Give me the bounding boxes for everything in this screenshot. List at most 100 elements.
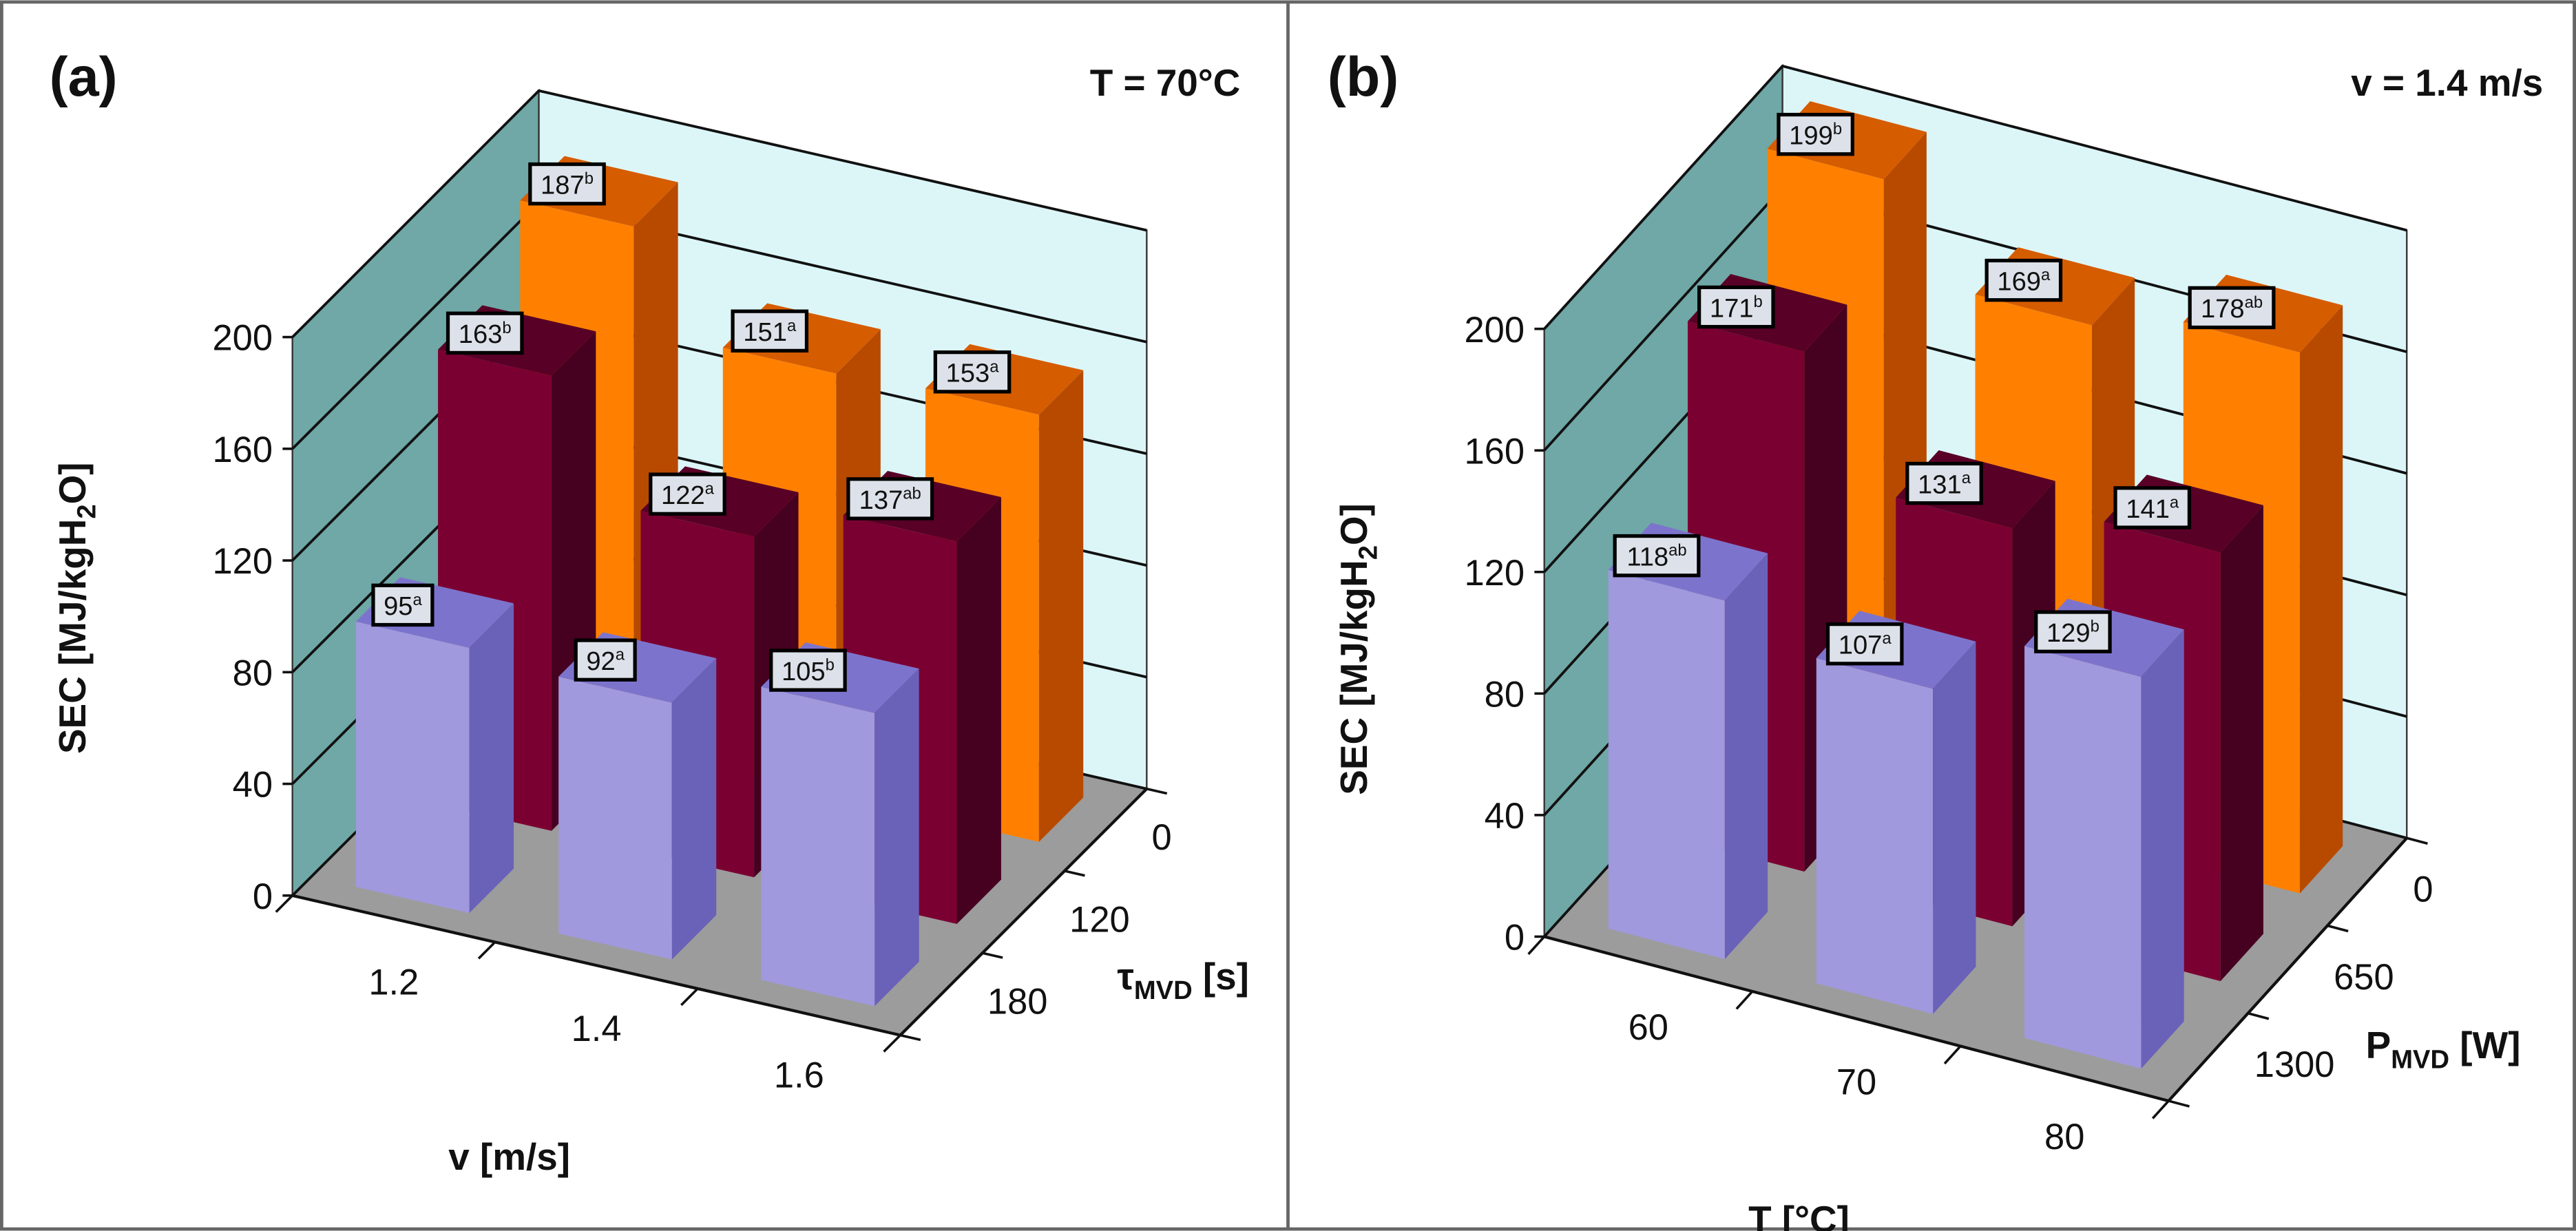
value-label-text: 151a bbox=[743, 317, 797, 347]
y-tick-label: 80 bbox=[1485, 674, 1525, 715]
bar-front-face bbox=[355, 621, 470, 914]
z-axis-title-sub: MVD bbox=[2391, 1044, 2449, 1074]
value-number: 187 bbox=[541, 170, 585, 200]
z-tick-mark bbox=[1146, 787, 1168, 795]
significance-letter: b bbox=[2091, 618, 2099, 636]
bar-side-face bbox=[2220, 505, 2263, 982]
value-label-box bbox=[769, 649, 847, 692]
y-axis-title-main: SEC [MJ/kgH bbox=[1332, 560, 1375, 795]
value-label-text: 92a bbox=[586, 646, 625, 676]
value-label-text: 118ab bbox=[1626, 541, 1686, 571]
significance-letter: a bbox=[2170, 493, 2179, 512]
panel-label: (b) bbox=[1328, 46, 1399, 108]
bar bbox=[761, 642, 919, 1007]
value-label: 151a bbox=[731, 309, 809, 353]
bar bbox=[1608, 523, 1768, 960]
value-label: 187b bbox=[528, 162, 606, 206]
y-axis-title: SEC [MJ/kgH2O] bbox=[1332, 503, 1383, 795]
bar-side-face bbox=[1038, 370, 1084, 842]
z-axis-title-main: P bbox=[2366, 1024, 2391, 1066]
value-label-text: 163b bbox=[459, 319, 512, 349]
bar-side-face bbox=[956, 496, 1001, 925]
value-label-box bbox=[846, 477, 934, 520]
value-label: 131a bbox=[1905, 461, 1983, 505]
significance-letter: a bbox=[616, 646, 625, 664]
significance-letter: a bbox=[787, 317, 797, 335]
value-label-box bbox=[649, 472, 726, 516]
value-label-box bbox=[1905, 461, 1983, 505]
z-axis-title: PMVD [W] bbox=[2366, 1024, 2521, 1074]
y-axis-title-tail: O] bbox=[51, 462, 94, 504]
value-label: 107a bbox=[1825, 622, 1904, 666]
significance-letter: a bbox=[2041, 266, 2051, 284]
value-number: 107 bbox=[1839, 631, 1883, 660]
y-tick-label: 0 bbox=[253, 876, 273, 917]
significance-letter: a bbox=[413, 591, 423, 609]
bar bbox=[2024, 598, 2184, 1069]
significance-letter: b bbox=[1754, 293, 1763, 311]
series-depth-label: 650 bbox=[2334, 957, 2394, 998]
value-number: 92 bbox=[586, 646, 615, 676]
value-number: 129 bbox=[2046, 618, 2091, 648]
value-label-box bbox=[2113, 486, 2192, 529]
x-axis-title: v [m/s] bbox=[448, 1135, 570, 1178]
x-category-label: 1.6 bbox=[774, 1055, 824, 1096]
value-label-text: 129b bbox=[2046, 618, 2099, 648]
x-tick-mark bbox=[2151, 1100, 2170, 1119]
value-label: 163b bbox=[446, 311, 524, 355]
value-number: 122 bbox=[661, 481, 705, 510]
y-tick-label: 40 bbox=[1485, 796, 1525, 837]
value-label-box bbox=[1825, 622, 1904, 666]
significance-letter: ab bbox=[1668, 541, 1687, 560]
gridline bbox=[1543, 64, 2407, 330]
z-axis-title-tail: [s] bbox=[1193, 955, 1249, 998]
value-number: 95 bbox=[384, 591, 412, 621]
value-label-text: 141a bbox=[2126, 493, 2179, 523]
value-label-text: 169a bbox=[1997, 266, 2051, 296]
z-tick-mark bbox=[1064, 870, 1085, 877]
y-axis-title-sub: 2 bbox=[72, 504, 101, 518]
condition-label: v = 1.4 m/s bbox=[2351, 61, 2543, 104]
value-label: 178ab bbox=[2188, 286, 2276, 330]
value-label-box bbox=[1777, 112, 1854, 156]
bar bbox=[1816, 611, 1976, 1014]
y-tick-label: 0 bbox=[1505, 918, 1525, 958]
value-label-text: 199b bbox=[1789, 120, 1842, 150]
value-label: 169a bbox=[1985, 258, 2063, 302]
value-label-box bbox=[574, 638, 637, 682]
x-category-label: 60 bbox=[1629, 1007, 1668, 1048]
series-depth-label: 180 bbox=[987, 982, 1048, 1022]
bar-side-face bbox=[2299, 305, 2343, 894]
bar-front-face bbox=[1608, 569, 1725, 960]
y-tick-label: 80 bbox=[233, 653, 273, 693]
gridline bbox=[291, 89, 1147, 338]
z-tick-mark bbox=[900, 1033, 921, 1042]
value-number: 141 bbox=[2126, 494, 2170, 524]
value-number: 169 bbox=[1997, 266, 2041, 296]
value-label-text: 178ab bbox=[2201, 293, 2263, 324]
value-label: 118ab bbox=[1613, 534, 1701, 578]
value-label: 95a bbox=[371, 583, 434, 627]
bar bbox=[355, 577, 514, 914]
value-label: 105b bbox=[769, 649, 847, 692]
value-label-box bbox=[446, 311, 524, 355]
x-tick-mark bbox=[883, 1034, 901, 1053]
bar-side-face bbox=[1724, 553, 1768, 960]
y-tick-label: 200 bbox=[1465, 310, 1525, 350]
bar-side-face bbox=[671, 658, 717, 960]
value-label: 199b bbox=[1777, 112, 1854, 156]
panel-b: 0408012016020060708006501300199b169a178a… bbox=[1328, 46, 2544, 1231]
panel-a: 040801201602001.21.41.60120180187b151a15… bbox=[50, 46, 1249, 1178]
value-label-box bbox=[1697, 285, 1775, 329]
x-axis-line bbox=[292, 894, 901, 1037]
x-tick-mark bbox=[477, 941, 496, 960]
bar-side-face bbox=[875, 669, 919, 1007]
z-tick-mark bbox=[2168, 1100, 2190, 1108]
value-number: 118 bbox=[1626, 542, 1668, 571]
y-axis-title-tail: O] bbox=[1332, 503, 1375, 545]
z-tick-mark bbox=[2406, 837, 2428, 845]
significance-letter: b bbox=[585, 169, 594, 188]
value-label-text: 95a bbox=[384, 591, 422, 621]
z-axis-title-tail: [W] bbox=[2449, 1024, 2521, 1066]
